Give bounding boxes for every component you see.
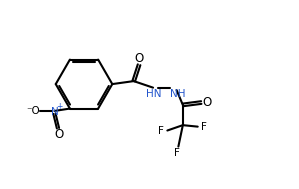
Text: NH: NH bbox=[170, 89, 186, 99]
Text: F: F bbox=[174, 148, 180, 158]
Text: F: F bbox=[201, 122, 207, 132]
Text: F: F bbox=[158, 126, 164, 136]
Text: +: + bbox=[56, 102, 62, 111]
Text: O: O bbox=[135, 52, 144, 65]
Text: ⁻O: ⁻O bbox=[26, 106, 39, 116]
Text: O: O bbox=[54, 128, 64, 141]
Text: N: N bbox=[51, 107, 58, 117]
Text: HN: HN bbox=[146, 89, 161, 99]
Text: O: O bbox=[203, 96, 212, 109]
